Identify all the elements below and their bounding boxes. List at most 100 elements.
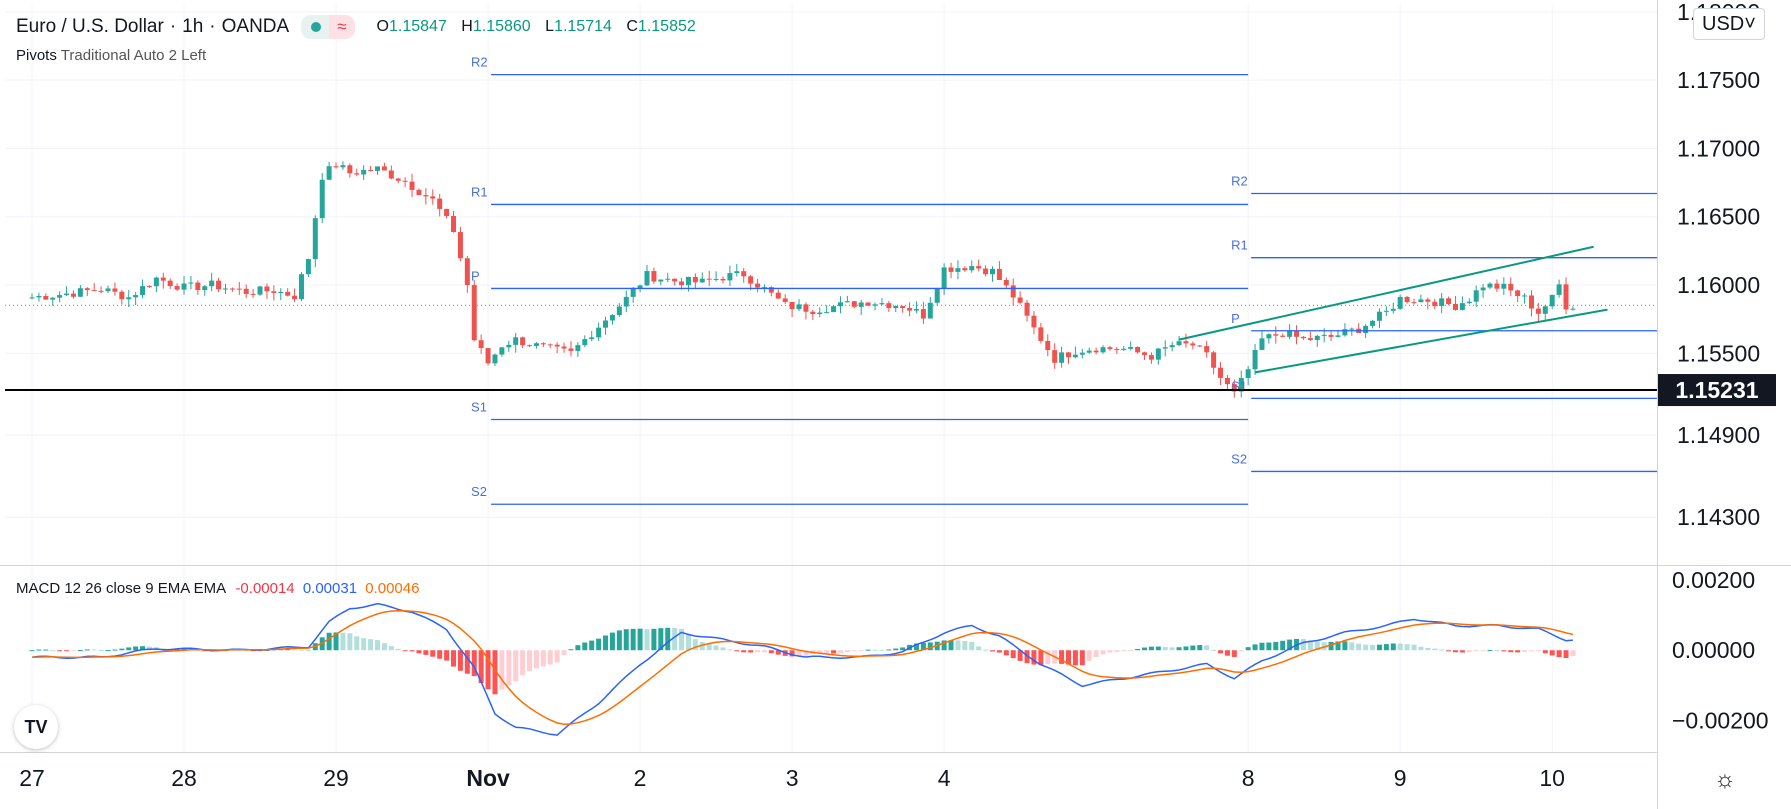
macd-histogram-bar [824,650,830,654]
candle-down [395,178,401,181]
candle-down [1452,303,1458,310]
candle-up [312,218,318,260]
candle-down [568,348,574,351]
candle-down [333,166,339,168]
macd-histogram-bar [402,650,408,652]
macd-histogram-bar [768,650,774,654]
macd-histogram-bar [395,648,401,651]
exchange-label: OANDA [221,16,290,37]
macd-histogram-bar [1128,650,1134,652]
candle-down [1204,346,1210,353]
price-time-axes[interactable]: 1.180001.175001.170001.165001.160001.155… [19,0,1776,791]
symbol-title[interactable]: Euro / U.S. Dollar [16,16,164,37]
candle-down [1211,352,1217,368]
candle-down [464,258,470,286]
macd-histogram-bar [976,646,982,651]
candle-down [409,181,415,190]
candle-up [1418,299,1424,303]
macd-histogram-bar [568,649,574,651]
macd-histogram-bar [616,630,622,651]
pivot-levels: R2 R1 P S1 S2 R2 R1 P S1 S2 [5,55,1657,505]
macd-histogram-bar [292,648,298,651]
price-tick-label: 1.17000 [1677,135,1760,161]
candle-up [1459,303,1465,310]
candle-down [907,308,913,311]
macd-histogram-bar [817,650,823,654]
market-status[interactable]: ≈ [301,15,355,39]
macd-histogram-bar [471,650,477,677]
candle-down [996,268,1002,281]
macd-histogram-bar [1300,639,1306,651]
macd-histogram-bar [1549,650,1555,656]
candle-down [1024,302,1030,316]
candle-up [1121,348,1127,351]
pivots-indicator-label[interactable]: Pivots Traditional Auto 2 Left [16,47,207,64]
candle-down [1280,335,1286,337]
macd-histogram-bar [1515,650,1521,653]
candle-down [810,311,816,315]
candle-down [741,271,747,277]
macd-histogram-bar [1459,650,1465,653]
candle-down [368,169,374,171]
candle-up [1155,348,1161,360]
pivot-label-s1: S1 [471,400,487,415]
macd-histogram-bar [547,650,553,665]
candle-down [547,344,553,346]
candle-down [1093,350,1099,353]
macd-histogram-bar [1155,646,1161,651]
time-tick-label: 8 [1242,765,1255,791]
macd-histogram-bar [1390,643,1396,651]
macd-histogram-bar [1528,650,1534,652]
macd-histogram-bar [133,646,139,651]
candle-down [1135,347,1141,353]
currency-selector[interactable]: USD˅ [1693,8,1765,40]
tradingview-logo[interactable]: TV [14,705,58,749]
macd-indicator-label[interactable]: MACD 12 26 close 9 EMA EMA -0.00014 0.00… [16,580,420,597]
candle-up [340,165,346,168]
macd-histogram-bar [844,650,850,653]
candle-up [513,337,519,345]
candle-down [1218,367,1224,378]
pivot-label-r1: R1 [471,184,488,199]
candle-up [361,169,367,175]
candle-down [1038,327,1044,341]
macd-histogram-bar [388,646,394,651]
macd-histogram-bar [1321,642,1327,651]
macd-histogram-bar [596,638,602,651]
low-value: 1.15714 [554,18,612,35]
candle-up [658,279,664,282]
candle-up [1349,328,1355,330]
macd-histogram-bar [561,650,567,655]
candle-up [913,309,919,311]
macd-histogram-bar [112,649,118,651]
candle-down [1190,343,1196,346]
candle-down [1446,298,1452,304]
macd-histogram-bar [575,645,581,651]
macd-histogram-bar [927,642,933,651]
price-tick-label: 1.15500 [1677,340,1760,366]
macd-histogram-bar [1169,647,1175,651]
candle-up [589,337,595,340]
trend-channel[interactable] [1178,245,1608,374]
candle-down [554,344,560,347]
interval-label[interactable]: 1h [182,16,204,37]
macd-histogram-bar [1452,650,1458,653]
pivot-label-r1: R1 [1231,238,1248,253]
macd-histogram-bar [720,647,726,651]
settings-gear-icon[interactable]: ☼ [1714,766,1736,793]
macd-histogram-bar [84,649,90,651]
candle-down [1017,297,1023,303]
macd-histogram-bar [347,633,353,651]
macd-histogram-bar [1314,641,1320,651]
macd-histogram-bar [582,642,588,651]
candle-up [616,306,622,316]
close-value: 1.15852 [637,18,696,35]
macd-histogram-bar [485,650,491,690]
candle-up [202,286,208,290]
candle-down [1273,334,1279,336]
macd-histogram-bar [1211,649,1217,651]
macd-histogram-bar [50,650,56,652]
macd-histogram-bar [57,650,63,652]
macd-histogram-bar [1218,650,1224,654]
